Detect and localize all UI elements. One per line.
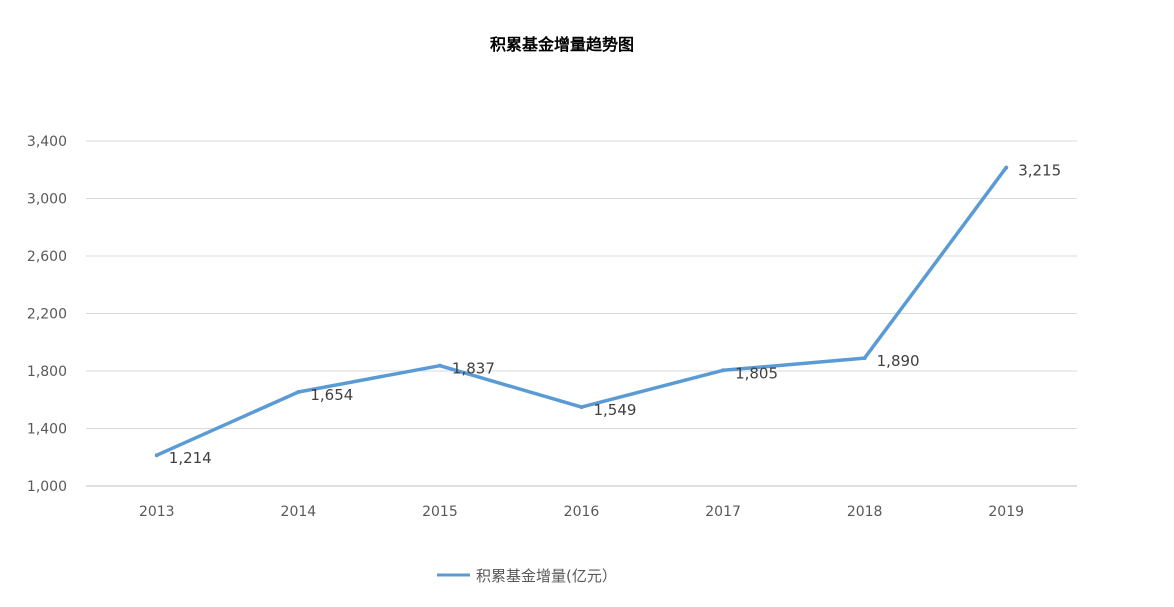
data-point [154,453,159,458]
series-group [155,165,1008,457]
data-point [579,405,584,410]
x-tick-label: 2013 [139,504,175,520]
y-tick-label: 3,000 [27,192,67,208]
data-label: 1,890 [877,352,920,370]
legend[interactable]: 积累基金增量(亿元） [437,567,617,585]
data-point [296,389,301,394]
y-tick-label: 2,600 [27,249,67,265]
x-tick-label: 2014 [281,504,317,520]
data-point [1004,165,1009,170]
data-label: 1,654 [310,386,353,404]
data-labels: 1,214 1,654 1,837 1,549 1,805 1,890 3,215 [154,162,1061,467]
series-line [155,165,1008,457]
legend-label: 积累基金增量(亿元） [476,567,617,585]
data-label: 1,214 [169,449,212,467]
y-tick-label: 1,000 [27,479,67,495]
x-tick-label: 2019 [988,504,1024,520]
chart-title: 积累基金增量趋势图 [490,35,634,54]
y-tick-label: 1,800 [27,364,67,380]
x-axis: 2013 2014 2015 2016 2017 2018 2019 [139,504,1024,520]
y-axis: 1,000 1,400 1,800 2,200 2,600 3,000 3,400 [27,134,67,495]
x-tick-label: 2016 [564,504,600,520]
data-point [862,356,867,361]
data-label: 1,805 [735,364,778,382]
data-point [721,368,726,373]
y-tick-label: 2,200 [27,307,67,323]
x-tick-label: 2015 [422,504,458,520]
x-tick-label: 2017 [705,504,741,520]
x-tick-label: 2018 [847,504,883,520]
data-label: 3,215 [1018,162,1061,180]
y-tick-label: 1,400 [27,422,67,438]
y-tick-label: 3,400 [27,134,67,150]
data-label: 1,837 [452,360,495,378]
gridlines [86,140,1077,487]
data-label: 1,549 [594,401,637,419]
data-point [437,363,442,368]
